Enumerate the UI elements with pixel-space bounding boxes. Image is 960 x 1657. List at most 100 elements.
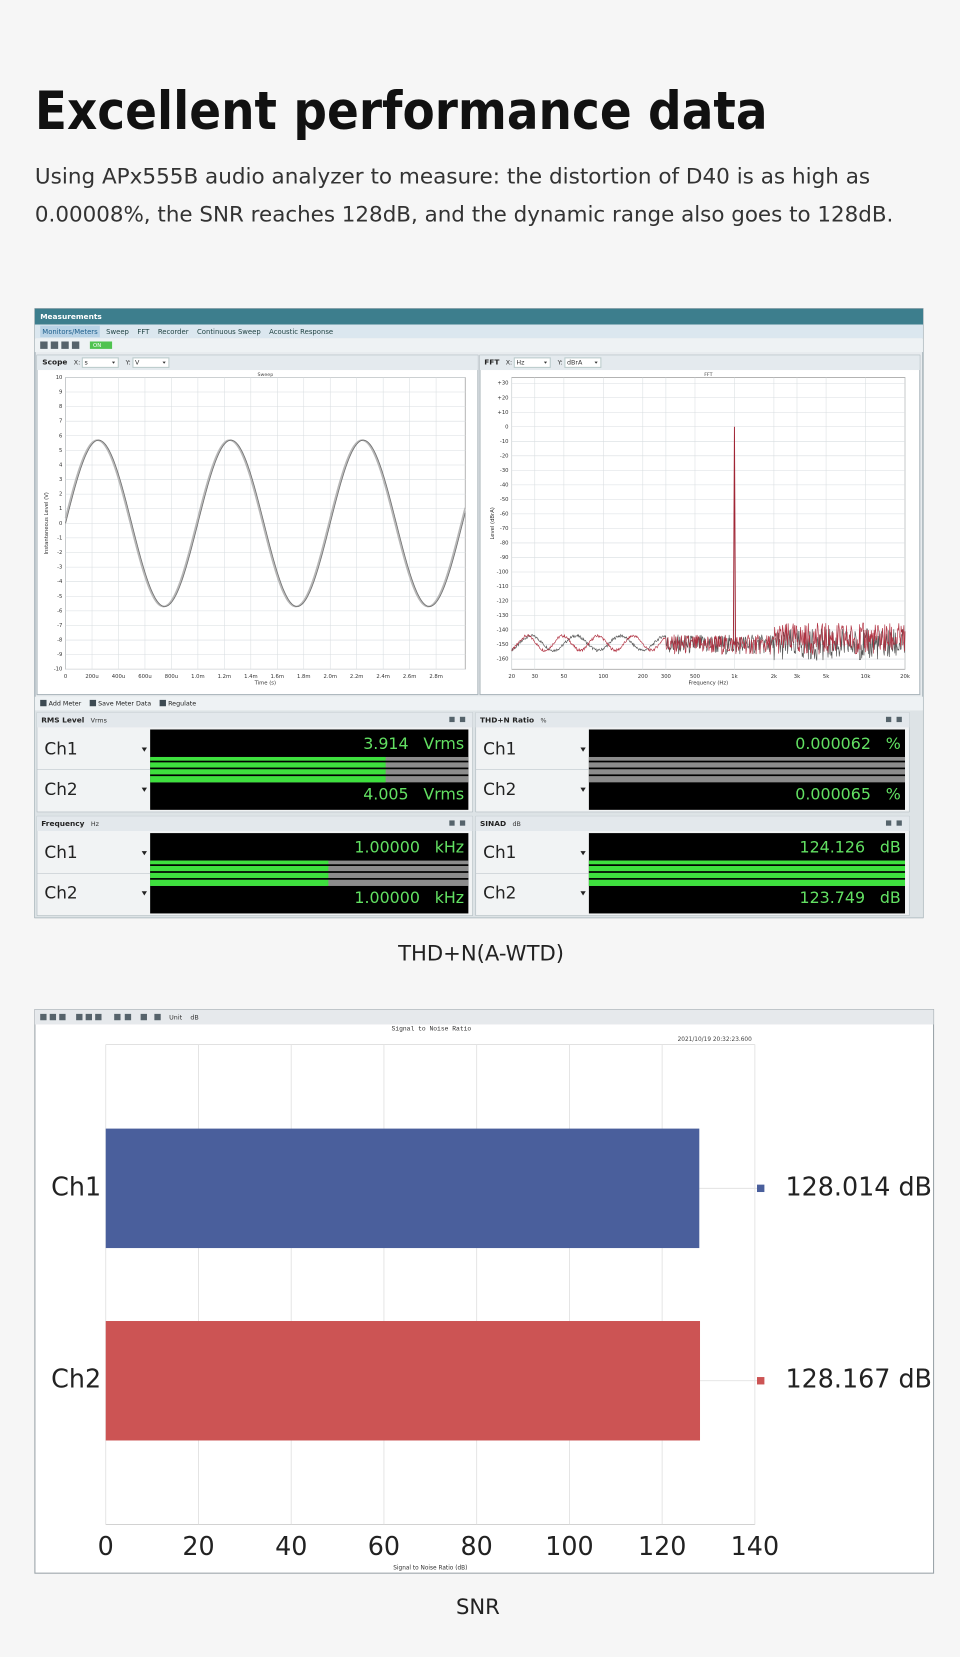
x-tick-label: 80 (461, 1531, 493, 1561)
y-tick-label: -80 (500, 540, 509, 546)
toolbar-button[interactable]: Save Meter Data (98, 701, 151, 708)
toolbar-button[interactable]: Add Meter (49, 701, 82, 708)
meter-value-unit: Vrms (423, 734, 464, 753)
value-label: 128.167 dB (786, 1364, 932, 1394)
toolbar-icons (40, 341, 80, 349)
timestamp: 2021/10/19 20:32:23.600 (678, 1037, 753, 1043)
channel-label: Ch2 (483, 779, 516, 799)
tab[interactable]: Acoustic Response (269, 328, 333, 336)
channel-label: Ch2 (483, 882, 516, 902)
x-axis-label: Signal to Noise Ratio (dB) (393, 1565, 467, 1571)
x-tick-label: 300 (661, 674, 671, 680)
category-label: Ch1 (51, 1171, 101, 1201)
unit-select[interactable]: dBrA (567, 360, 583, 367)
meter-bar-gap (150, 878, 469, 880)
unit-dropdown[interactable] (513, 357, 551, 368)
meter-value-unit: dB (880, 837, 901, 856)
meter-unit[interactable]: Hz (91, 821, 100, 828)
channel-label: Ch2 (44, 882, 77, 902)
tab[interactable]: Continuous Sweep (197, 328, 261, 336)
meter-value-unit: Vrms (423, 785, 464, 804)
meter-unit[interactable]: % (540, 718, 546, 725)
meter-value: 1.00000 (354, 888, 420, 907)
tab[interactable]: Recorder (158, 328, 189, 336)
channel-dropdown[interactable] (141, 747, 147, 752)
meter-icon (459, 716, 466, 723)
y-tick-label: -3 (57, 565, 62, 571)
on-toggle[interactable] (89, 341, 113, 349)
y-tick-label: -150 (497, 642, 509, 648)
x-axis-label: Frequency (Hz) (689, 680, 729, 686)
channel-dropdown[interactable] (580, 891, 586, 896)
tab[interactable]: Monitors/Meters (42, 328, 98, 336)
unit-select[interactable]: s (84, 360, 87, 367)
tab[interactable]: FFT (137, 328, 150, 336)
y-tick-label: 0 (505, 424, 508, 430)
unit-select[interactable]: Hz (516, 360, 525, 367)
tab[interactable]: Sweep (106, 328, 129, 336)
y-tick-label: -100 (497, 569, 509, 575)
x-tick-label: 20 (182, 1531, 214, 1561)
y-tick-label: -160 (497, 657, 509, 663)
unit-dropdown[interactable] (564, 357, 602, 368)
meter-title: Frequency (41, 819, 84, 828)
y-tick-label: -10 (54, 667, 63, 673)
x-axis-label: Time (s) (254, 680, 276, 686)
x-tick-label: 5k (823, 674, 830, 680)
meter-icon (459, 820, 466, 826)
meter-bar-gap (150, 774, 469, 777)
x-tick-label: 2.6m (403, 674, 417, 680)
active-tab (40, 325, 100, 338)
channel-dropdown[interactable] (580, 851, 586, 856)
x-tick-label: 2k (771, 674, 778, 680)
x-tick-label: 100 (545, 1531, 593, 1561)
y-tick-label: 3 (59, 477, 62, 483)
x-tick-label: 1.8m (297, 674, 311, 680)
unit-dropdown[interactable] (81, 357, 119, 368)
x-tick-label: 120 (638, 1531, 686, 1561)
channel-dropdown[interactable] (580, 747, 586, 752)
meter-value: 123.749 (800, 888, 866, 907)
channel-label: Ch1 (44, 739, 77, 759)
meter-unit[interactable]: Vrms (91, 718, 107, 725)
dropdown-arrow (594, 361, 598, 364)
channel-dropdown[interactable] (141, 891, 147, 896)
channel-dropdown[interactable] (580, 787, 586, 792)
y-tick-label: 5 (59, 448, 62, 454)
window-titlebar (34, 308, 923, 325)
unit-select[interactable]: V (135, 360, 140, 367)
x-tick-label: 1.4m (244, 674, 258, 680)
chart-title: Signal to Noise Ratio (391, 1025, 471, 1032)
x-tick-label: 20 (508, 674, 515, 680)
x-tick-label: 1.0m (191, 674, 205, 680)
channel-dropdown[interactable] (141, 787, 147, 792)
tab-row (34, 324, 923, 339)
x-tick-label: 1.2m (218, 674, 232, 680)
y-tick-label: -20 (500, 453, 509, 459)
meter-unit[interactable]: dB (512, 821, 520, 828)
unit-dropdown[interactable] (132, 357, 170, 368)
unit-value[interactable]: dB (190, 1015, 198, 1022)
y-tick-label: -40 (500, 482, 509, 488)
meter-bar-gap (588, 871, 906, 873)
x-tick-label: 140 (731, 1531, 779, 1561)
meter-toolbar (34, 696, 923, 711)
y-tick-label: -9 (57, 652, 62, 658)
y-tick-label: -70 (500, 526, 509, 532)
y-tick-label: -5 (57, 594, 62, 600)
toolbar-icon (89, 699, 97, 707)
meter-value-unit: % (886, 785, 901, 804)
channel-dropdown[interactable] (141, 851, 147, 856)
x-tick-label: 0 (98, 1531, 114, 1561)
y-tick-label: -140 (497, 628, 509, 634)
toolbar-button[interactable]: Regulate (168, 701, 196, 708)
y-tick-label: -110 (497, 584, 509, 590)
description: Using APx555B audio analyzer to measure:… (35, 164, 870, 189)
axis-selector-label: X: (506, 360, 512, 367)
y-tick-label: -4 (57, 579, 63, 585)
y-tick-label: 10 (56, 375, 63, 381)
y-tick-label: -7 (57, 623, 62, 629)
y-tick-label: -6 (57, 608, 63, 614)
